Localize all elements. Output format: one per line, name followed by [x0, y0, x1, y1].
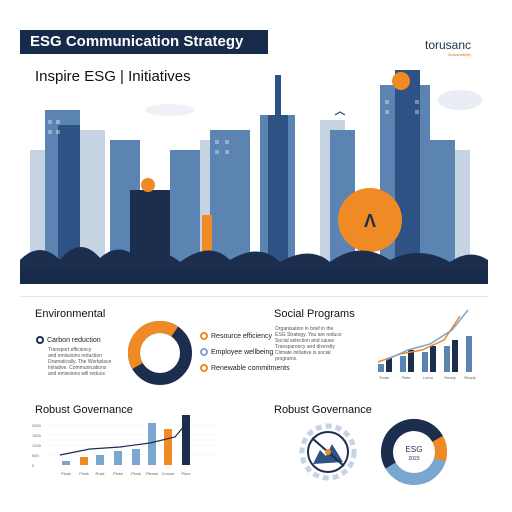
- carbon-reduction-label: Carbon reduction: [47, 336, 101, 344]
- environmental-body-line: Dramatically. The Workplace: [48, 359, 112, 365]
- environmental-donut-chart: [128, 321, 192, 385]
- bar: [182, 415, 190, 465]
- donut-label: ESG: [406, 445, 423, 454]
- y-tick: 1500: [32, 433, 42, 438]
- legend-item: Employee wellbeing: [200, 348, 290, 356]
- x-label: Trade: [379, 375, 390, 380]
- bar: [114, 451, 122, 465]
- governance-left-title: Robust Governance: [35, 404, 133, 416]
- environmental-body-line: and emissions will reduce.: [48, 371, 107, 377]
- city-skyline-illustration: Λ: [20, 70, 488, 284]
- x-label: Plate: [401, 375, 411, 380]
- orange-dot-icon: [200, 364, 208, 372]
- page-subtitle: Inspire ESG | Initiatives: [35, 68, 191, 85]
- governance-emblem-icon: [299, 423, 357, 481]
- trend-line-blue: [385, 309, 469, 361]
- svg-text:Λ: Λ: [364, 211, 376, 231]
- bar: [400, 356, 406, 372]
- hero-illustration: Λ: [20, 30, 488, 284]
- bar: [422, 352, 428, 372]
- legend-label: Renewable commitments: [211, 364, 290, 372]
- blue-dot-icon: [200, 348, 208, 356]
- x-label: Plusk: [131, 471, 141, 476]
- x-label: Piurs: [181, 471, 190, 476]
- donut-segment-orange: [128, 321, 192, 385]
- x-label: Ready: [464, 375, 476, 380]
- bar: [444, 346, 450, 372]
- social-body-line: Social selection and cause: [275, 338, 335, 344]
- x-label: Plusk: [61, 471, 71, 476]
- x-label: Plusk: [79, 471, 89, 476]
- legend-label: Resource efficiency: [211, 332, 272, 340]
- environmental-body-line: Initiative. Communications: [48, 365, 107, 371]
- social-body-line: Transparency and diversity: [275, 344, 335, 350]
- environmental-legend: Resource efficiency Employee wellbeing R…: [200, 332, 290, 372]
- bar: [148, 423, 156, 465]
- x-label: Ready: [444, 375, 456, 380]
- bar: [80, 457, 88, 465]
- environmental-body-line: and emissions reduction: [48, 353, 102, 359]
- esg-badge: [338, 188, 402, 252]
- section-divider: [20, 296, 488, 297]
- bar: [430, 346, 436, 372]
- company-logo: torusanc Sustainability: [425, 38, 471, 57]
- y-tick: 0: [32, 463, 35, 468]
- y-tick: 1000: [32, 443, 42, 448]
- trend-line: [59, 418, 191, 456]
- social-title: Social Programs: [274, 308, 355, 320]
- social-body-line: Climate initiative is social: [275, 350, 331, 356]
- legend-item: Renewable commitments: [200, 364, 290, 372]
- y-tick: 2000: [32, 423, 42, 428]
- donut-sub-label: 2023: [408, 456, 419, 462]
- x-label: Lomo: [423, 375, 434, 380]
- page-title: ESG Communication Strategy: [20, 30, 268, 54]
- environmental-body: Transport efficiency and emissions reduc…: [48, 347, 126, 377]
- y-tick: 500: [32, 453, 39, 458]
- legend-label: Employee wellbeing: [211, 348, 274, 356]
- social-body: Organisation in brief in the ESG Strateg…: [275, 326, 375, 362]
- environmental-title: Environmental: [35, 308, 106, 320]
- sphere-icon: [392, 72, 410, 90]
- esg-donut-chart: ESG 2023: [381, 419, 447, 485]
- x-label: Rusk: [95, 471, 104, 476]
- social-body-line: Organisation in brief in the: [275, 326, 334, 332]
- x-label: Plusk: [113, 471, 123, 476]
- bar: [96, 455, 104, 465]
- bar: [452, 340, 458, 372]
- governance-bar-chart: 2000 1500 1000 500 0 Plusk Plusk Rusk Pl…: [32, 415, 220, 476]
- social-bar-chart: Trade Plate Lomo Ready Ready: [377, 309, 476, 380]
- bar: [466, 336, 472, 372]
- orange-dot-icon: [200, 332, 208, 340]
- navy-dot-icon: [36, 336, 44, 344]
- carbon-reduction-item: Carbon reduction: [36, 336, 101, 344]
- legend-item: Resource efficiency: [200, 332, 290, 340]
- bar: [132, 449, 140, 465]
- bar: [386, 358, 392, 372]
- bar: [408, 350, 414, 372]
- bar: [164, 429, 172, 465]
- x-label: Croose: [162, 471, 176, 476]
- logo-tag: Sustainability: [447, 52, 472, 57]
- logo-name: torusanc: [425, 38, 472, 52]
- environmental-body-line: Transport efficiency: [48, 347, 92, 353]
- bar: [378, 364, 384, 372]
- governance-right-title: Robust Governance: [274, 404, 372, 416]
- social-body-line: programs.: [275, 356, 298, 362]
- bar: [62, 461, 70, 465]
- social-body-line: ESG Strategy. You are reduce: [275, 332, 342, 338]
- x-label: Pleuss: [146, 471, 158, 476]
